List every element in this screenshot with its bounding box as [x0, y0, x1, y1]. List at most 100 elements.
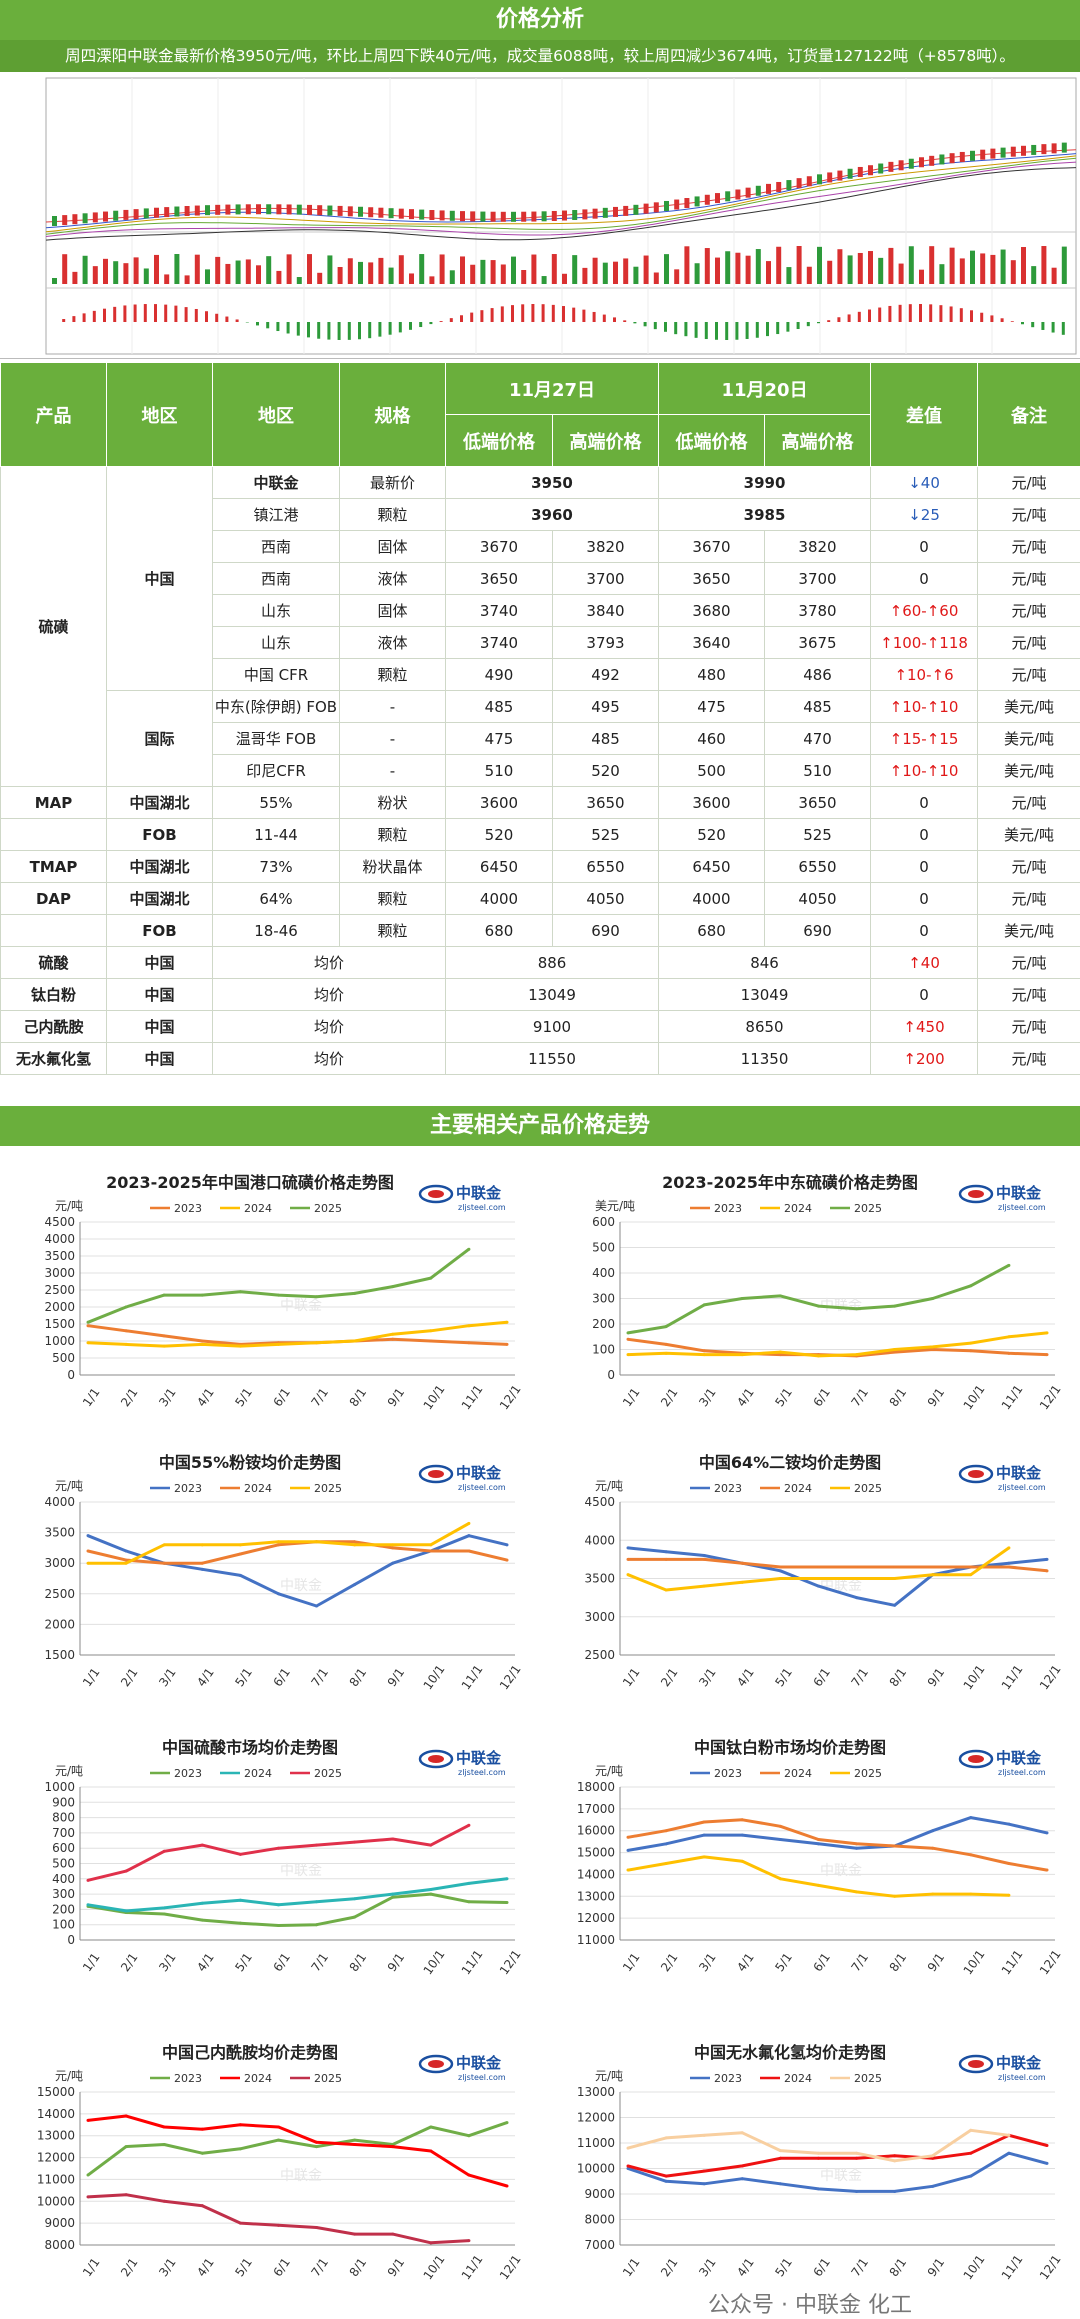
kline-candle: [276, 204, 281, 214]
x-tick-label: 7/1: [309, 1665, 332, 1689]
kline-volume-bar: [817, 247, 822, 284]
x-tick-label: 4/1: [734, 1665, 757, 1689]
cell-note: 美元/吨: [978, 755, 1080, 787]
x-tick-label: 10/1: [421, 2252, 448, 2282]
kline-macd-bar: [93, 311, 96, 322]
data-point: [665, 1325, 668, 1328]
data-point: [429, 1844, 432, 1847]
y-tick-label: 500: [52, 1857, 75, 1871]
cell-spec: 颗粒: [340, 883, 446, 915]
kline-candle: [776, 182, 781, 192]
kline-macd-bar: [572, 308, 575, 322]
kline-candle: [542, 211, 547, 221]
cell-note: 元/吨: [978, 979, 1080, 1011]
kline-macd-bar: [817, 322, 820, 323]
x-tick-label: 7/1: [849, 1950, 872, 1974]
kline-candle: [644, 204, 649, 214]
x-tick-label: 1/1: [620, 1385, 643, 1409]
chart-title: 中国硫酸市场均价走势图: [162, 1738, 338, 1757]
kline-macd-bar: [205, 311, 208, 322]
kline-volume-bar: [837, 249, 842, 284]
kline-volume-bar: [797, 246, 802, 284]
cell-product: 无水氟化氢: [1, 1043, 107, 1075]
x-tick-label: 12/1: [497, 1662, 524, 1692]
cell-product: 己内酰胺: [1, 1011, 107, 1043]
kline-candle: [52, 216, 57, 226]
cell-note: 元/吨: [978, 563, 1080, 595]
y-tick-label: 2000: [44, 1300, 75, 1314]
kline-volume-bar: [1052, 268, 1057, 284]
cell-low2: 3640: [659, 627, 765, 659]
data-point: [817, 1305, 820, 1308]
kline-macd-bar: [623, 320, 626, 322]
kline-volume-bar: [368, 262, 373, 284]
data-point: [969, 1893, 972, 1896]
kline-macd-bar: [644, 322, 647, 326]
series-line: [88, 1249, 469, 1322]
kline-volume-bar: [491, 260, 496, 284]
kline-candle: [929, 156, 934, 166]
x-tick-label: 5/1: [772, 2255, 795, 2279]
data-point: [467, 1900, 470, 1903]
kline-macd-bar: [480, 310, 483, 322]
kline-macd-bar: [919, 304, 922, 322]
x-tick-label: 2/1: [658, 1950, 681, 1974]
cell-note: 元/吨: [978, 499, 1080, 531]
cell-region2: 山东: [213, 595, 340, 627]
data-point: [1007, 1823, 1010, 1826]
data-point: [779, 2182, 782, 2185]
kline-volume-bar: [868, 251, 873, 284]
data-point: [506, 1321, 509, 1324]
kline-macd-bar: [317, 322, 320, 339]
chart-title: 中国55%粉铵均价走势图: [159, 1453, 341, 1472]
kline-volume-bar: [1062, 247, 1067, 284]
kline-macd-bar: [378, 322, 381, 337]
cell-region: 中国: [107, 1011, 213, 1043]
data-point: [1007, 2134, 1010, 2137]
kline-volume-bar: [970, 251, 975, 284]
series-line: [88, 1536, 507, 1606]
y-tick-label: 4000: [44, 1495, 75, 1509]
cell-spec: 液体: [340, 627, 446, 659]
data-point: [1007, 2152, 1010, 2155]
x-tick-label: 3/1: [696, 2255, 719, 2279]
x-tick-label: 6/1: [270, 2255, 293, 2279]
data-point: [779, 1838, 782, 1841]
legend-label: 2025: [854, 2072, 882, 2085]
data-point: [391, 2233, 394, 2236]
cell-region: 中国湖北: [107, 883, 213, 915]
kline-macd-bar: [1062, 322, 1065, 335]
data-point: [467, 1248, 470, 1251]
data-point: [163, 1562, 166, 1565]
data-point: [817, 2157, 820, 2160]
x-tick-label: 6/1: [810, 2255, 833, 2279]
cell-region: 中国: [107, 467, 213, 691]
data-point: [665, 1550, 668, 1553]
x-tick-label: 11/1: [459, 2252, 486, 2282]
data-point: [893, 2154, 896, 2157]
data-point: [87, 1534, 90, 1537]
data-point: [277, 1540, 280, 1543]
kline-candle: [154, 208, 159, 218]
col-high1: 高端价格: [553, 415, 659, 467]
col-date1: 11月27日: [446, 363, 659, 415]
col-date2: 11月20日: [659, 363, 871, 415]
kline-macd-bar: [256, 322, 259, 325]
logo-text: 中联金: [456, 1184, 502, 1202]
data-point: [201, 1568, 204, 1571]
kline-candle: [572, 210, 577, 220]
data-point: [239, 1574, 242, 1577]
kline-volume-bar: [113, 261, 118, 284]
y-tick-label: 12000: [577, 1911, 615, 1925]
kline-volume-bar: [644, 256, 649, 284]
x-tick-label: 5/1: [772, 1385, 795, 1409]
kline-volume-bar: [266, 256, 271, 284]
x-tick-label: 5/1: [772, 1665, 795, 1689]
cell-product: [1, 819, 107, 851]
x-tick-label: 11/1: [459, 1382, 486, 1412]
data-point: [87, 1549, 90, 1552]
y-tick-label: 2500: [44, 1587, 75, 1601]
data-point: [703, 1554, 706, 1557]
